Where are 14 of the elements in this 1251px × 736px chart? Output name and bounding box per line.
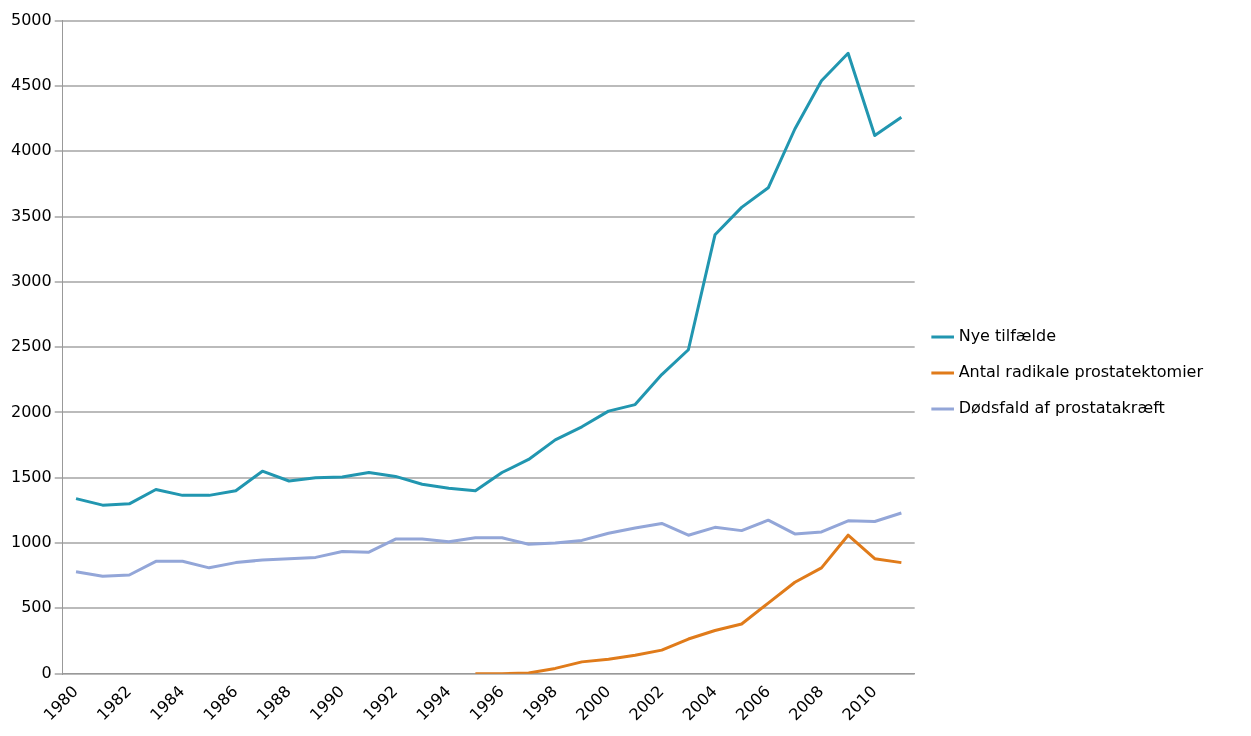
y-tick-label: 2500	[11, 336, 52, 356]
legend-label: Dødsfald af prostatakræft	[958, 398, 1165, 418]
y-tick-label: 1500	[11, 466, 52, 486]
y-tick-label: 500	[21, 597, 52, 617]
y-tick-label: 0	[41, 662, 52, 682]
y-tick-label: 3500	[11, 205, 52, 225]
y-tick-label: 4500	[11, 75, 52, 95]
legend-label: Nye tilfælde	[958, 326, 1056, 346]
y-tick-label: 3000	[11, 270, 52, 290]
y-tick-label: 1000	[11, 532, 52, 552]
y-tick-label: 4000	[11, 140, 52, 160]
y-tick-label: 5000	[11, 9, 52, 29]
y-tick-label: 2000	[11, 401, 52, 421]
legend-label: Antal radikale prostatektomier	[958, 362, 1204, 382]
